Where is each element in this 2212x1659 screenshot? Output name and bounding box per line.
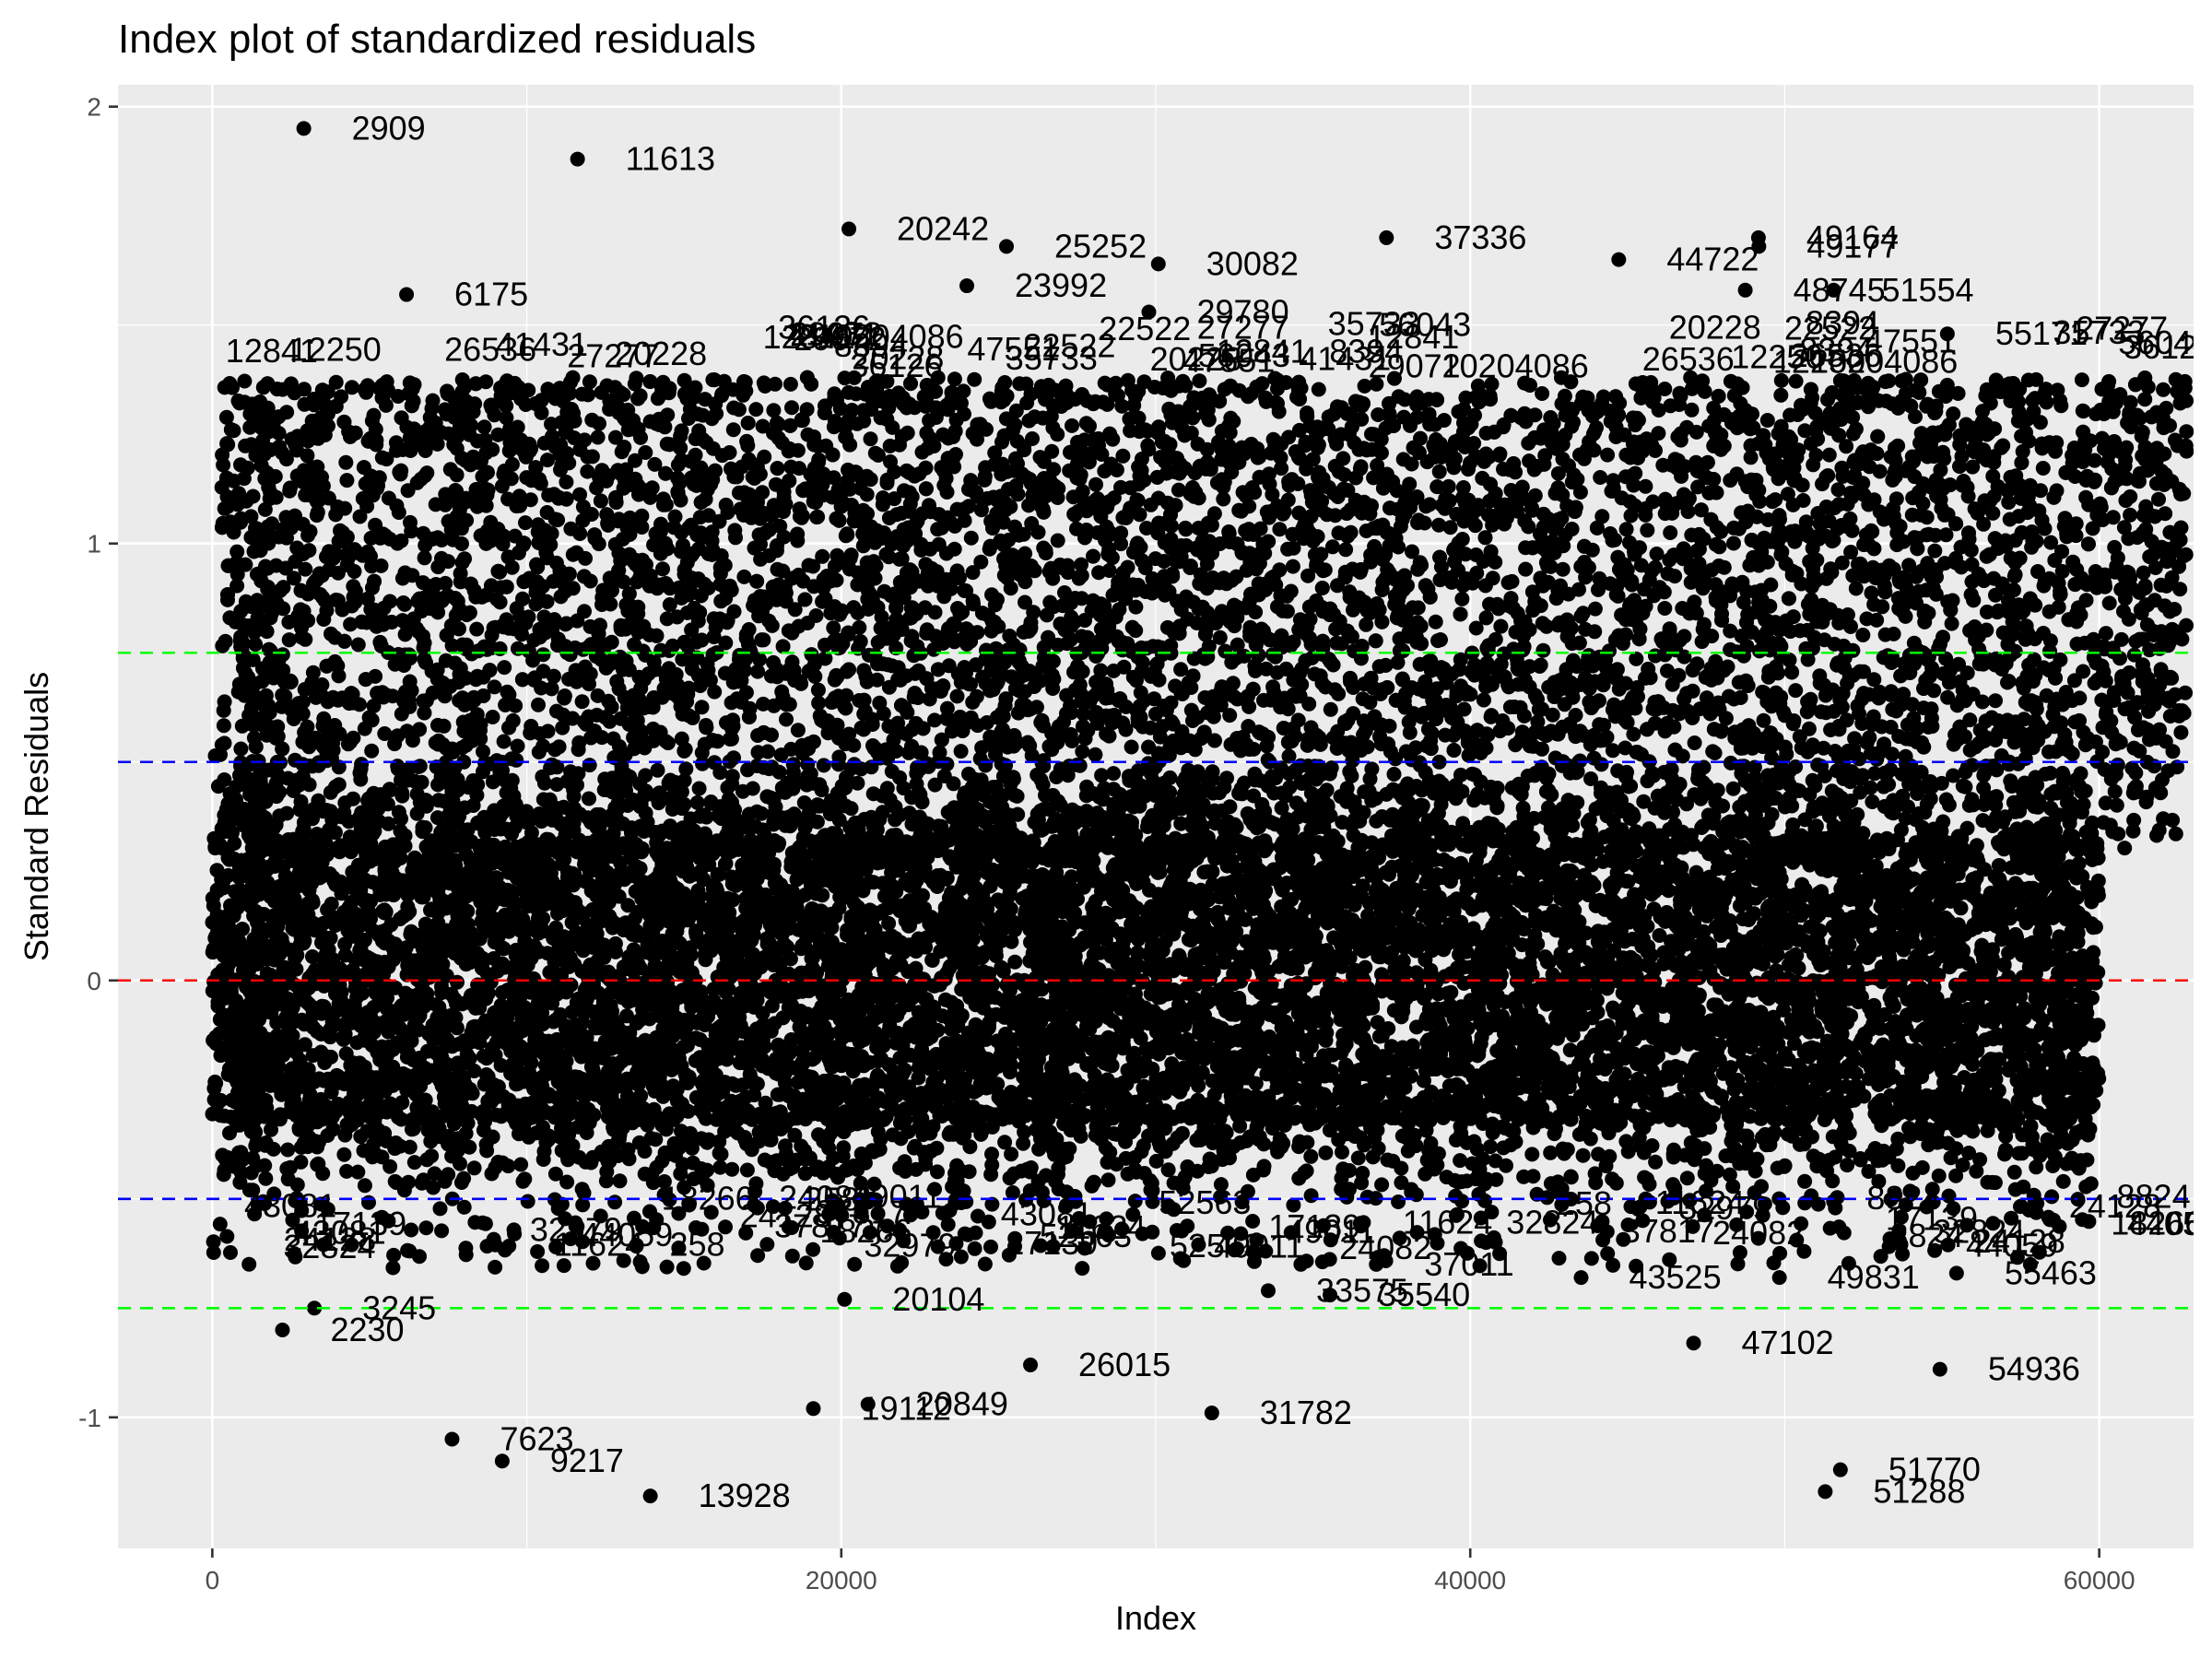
- data-point: [335, 1031, 351, 1047]
- chart-title: Index plot of standardized residuals: [118, 17, 757, 62]
- data-point: [1539, 954, 1555, 970]
- data-point: [1786, 1036, 1802, 1052]
- data-point: [1219, 858, 1235, 874]
- data-point: [1528, 907, 1544, 923]
- data-point: [782, 950, 797, 966]
- data-point: [1371, 1029, 1387, 1044]
- data-point: [1205, 864, 1220, 879]
- data-point: [1595, 948, 1611, 964]
- data-point: [696, 855, 712, 871]
- data-points: [205, 121, 2194, 1504]
- data-point: [326, 873, 342, 888]
- data-point: [1443, 966, 1459, 982]
- data-point: [1565, 1028, 1581, 1043]
